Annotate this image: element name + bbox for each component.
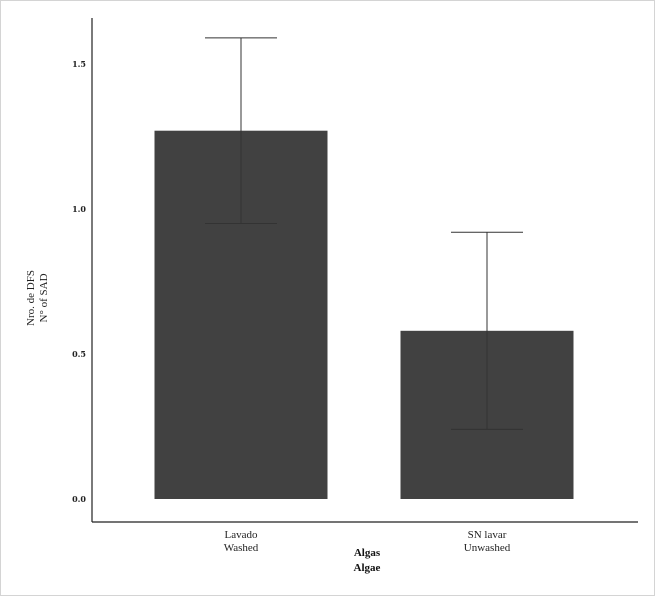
y-ticks-group: 0.0 0.5 1.0 1.5 [72, 59, 86, 504]
x-tick-label: SN lavar [468, 529, 507, 541]
y-tick-label: 0.5 [72, 349, 86, 359]
y-tick-label: 0.0 [72, 494, 86, 504]
y-axis-title-line-2: N° of SAD [38, 273, 50, 322]
x-axis-title-line-1: Algas [354, 547, 381, 559]
x-tick-label: Lavado [225, 529, 258, 541]
y-tick-label: 1.5 [72, 59, 86, 69]
x-axis-title-line-2: Algae [354, 562, 381, 574]
y-tick-label: 1.0 [72, 204, 86, 214]
y-axis-title-line-1: Nro. de DFS [25, 270, 37, 326]
x-tick-label: Washed [224, 542, 259, 554]
error-bars-group [205, 37, 523, 430]
bars-group [154, 130, 574, 499]
x-tick-label: Unwashed [464, 542, 511, 554]
